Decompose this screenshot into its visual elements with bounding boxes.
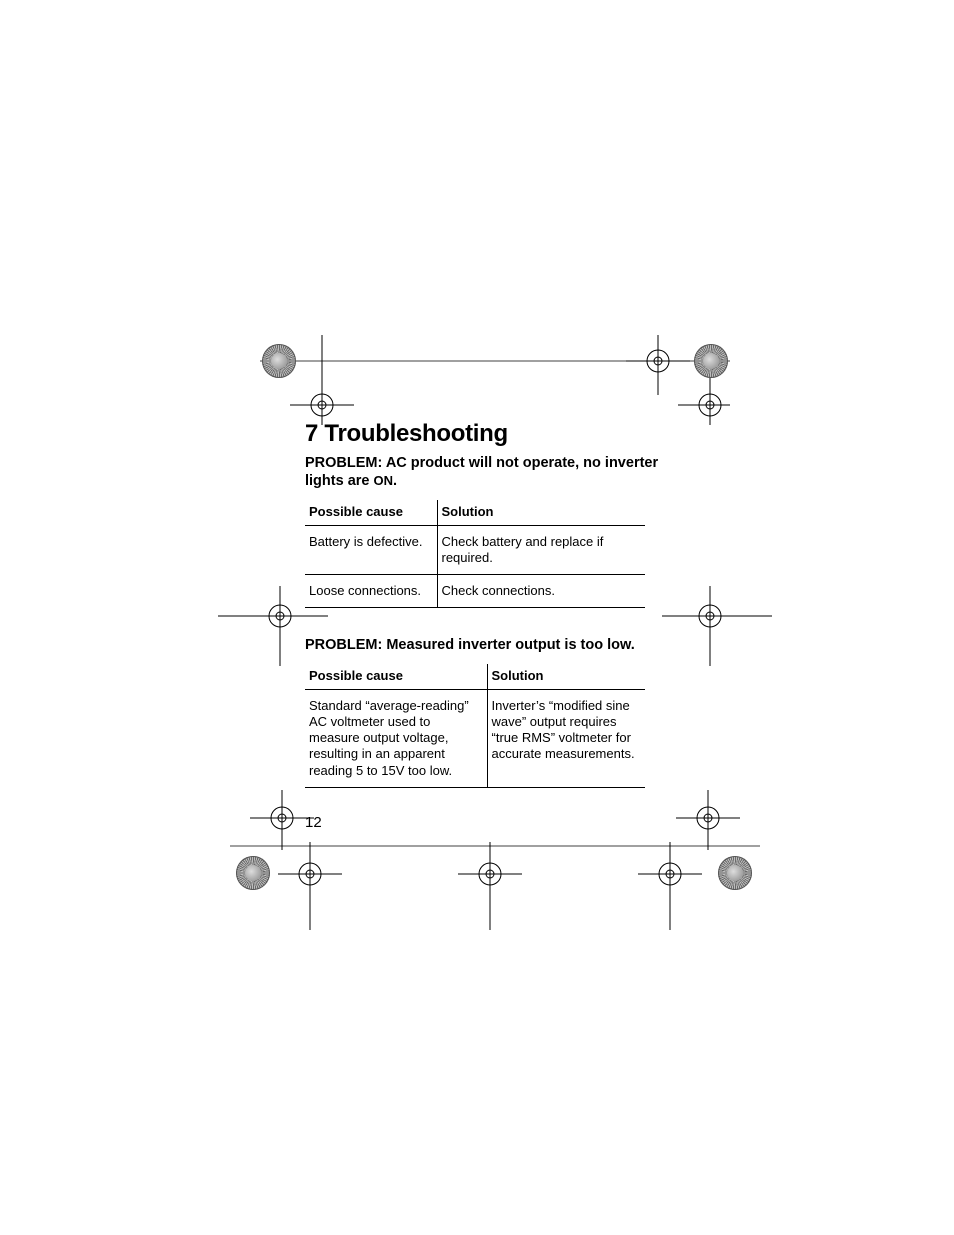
problem-2-table: Possible cause Solution Standard “averag… xyxy=(305,664,645,788)
table-row: Loose connections. Check connections. xyxy=(305,575,645,608)
col-possible-cause: Possible cause xyxy=(305,664,487,689)
table-header-row: Possible cause Solution xyxy=(305,664,645,689)
cell-cause: Standard “average-reading” AC voltmeter … xyxy=(305,689,487,787)
crop-mark-top-line xyxy=(260,335,730,425)
cell-cause: Battery is defective. xyxy=(305,525,437,575)
problem-1-heading-text: PROBLEM: AC product will not operate, no… xyxy=(305,455,658,489)
cell-solution: Check connections. xyxy=(437,575,645,608)
crop-mark-left-mid-1 xyxy=(218,586,328,666)
table-row: Standard “average-reading” AC voltmeter … xyxy=(305,689,645,787)
problem-1-heading-suffix: . xyxy=(393,473,397,489)
corner-medallion-icon xyxy=(262,344,296,378)
cell-solution: Inverter’s “modified sine wave” output r… xyxy=(487,689,645,787)
problem-1-heading: PROBLEM: AC product will not operate, no… xyxy=(305,454,685,490)
problem-1-heading-on: ON xyxy=(374,473,394,488)
table-row: Battery is defective. Check battery and … xyxy=(305,525,645,575)
problem-2-heading: PROBLEM: Measured inverter output is too… xyxy=(305,636,685,654)
col-solution: Solution xyxy=(487,664,645,689)
col-possible-cause: Possible cause xyxy=(305,500,437,525)
cell-solution: Check battery and replace if required. xyxy=(437,525,645,575)
crop-mark-right-mid-1 xyxy=(662,586,772,666)
col-solution: Solution xyxy=(437,500,645,525)
document-page: 7 Troubleshooting PROBLEM: AC product wi… xyxy=(305,420,685,816)
corner-medallion-icon xyxy=(236,856,270,890)
crop-mark-bottom xyxy=(230,790,760,930)
corner-medallion-icon xyxy=(718,856,752,890)
table-header-row: Possible cause Solution xyxy=(305,500,645,525)
problem-1-table: Possible cause Solution Battery is defec… xyxy=(305,500,645,608)
corner-medallion-icon xyxy=(694,344,728,378)
